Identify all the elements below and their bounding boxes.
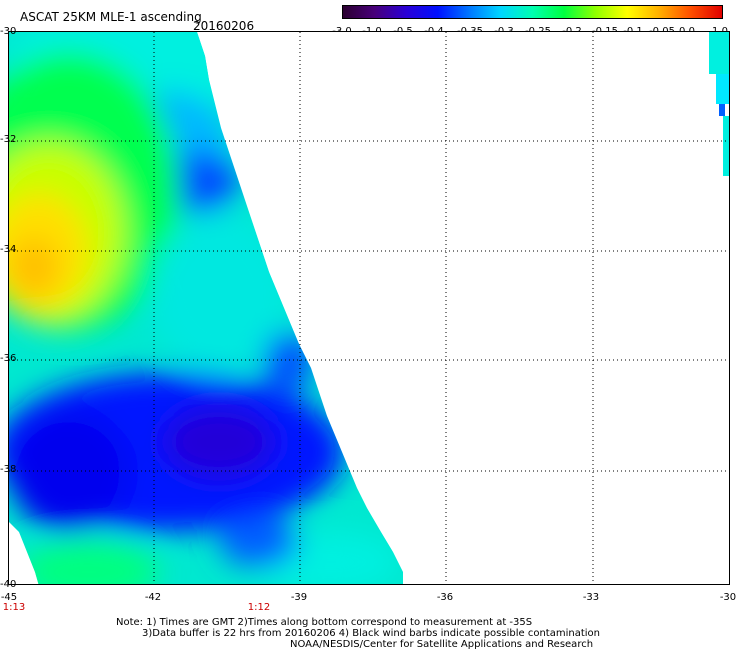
latitude-label: -40	[0, 579, 17, 590]
pass-time-label: 1:12	[247, 602, 271, 613]
swath-data	[9, 32, 403, 584]
latitude-label: -30	[0, 26, 17, 37]
longitude-label: -45	[0, 592, 18, 603]
latitude-label: -34	[0, 244, 17, 255]
pass-time-label: 1:13	[2, 602, 26, 613]
product-title: ASCAT 25KM MLE-1 ascending	[20, 10, 202, 24]
longitude-label: -36	[436, 592, 454, 603]
latitude-label: -36	[0, 353, 17, 364]
right-swath-strip	[709, 32, 729, 176]
footnote-line-2: 3)Data buffer is 22 hrs from 20160206 4)…	[142, 628, 600, 639]
longitude-label: -30	[719, 592, 737, 603]
color-scale-bar	[342, 5, 723, 19]
latitude-label: -32	[0, 134, 17, 145]
footnote-credit: NOAA/NESDIS/Center for Satellite Applica…	[290, 639, 594, 650]
graticule	[9, 32, 729, 584]
longitude-label: -42	[144, 592, 162, 603]
longitude-label: -39	[290, 592, 308, 603]
longitude-label: -33	[582, 592, 600, 603]
latitude-label: -38	[0, 464, 17, 475]
product-date: 20160206	[193, 19, 255, 33]
map-svg	[9, 32, 729, 584]
footnote-line-1: Note: 1) Times are GMT 2)Times along bot…	[116, 617, 533, 628]
wind-map[interactable]	[8, 31, 730, 585]
